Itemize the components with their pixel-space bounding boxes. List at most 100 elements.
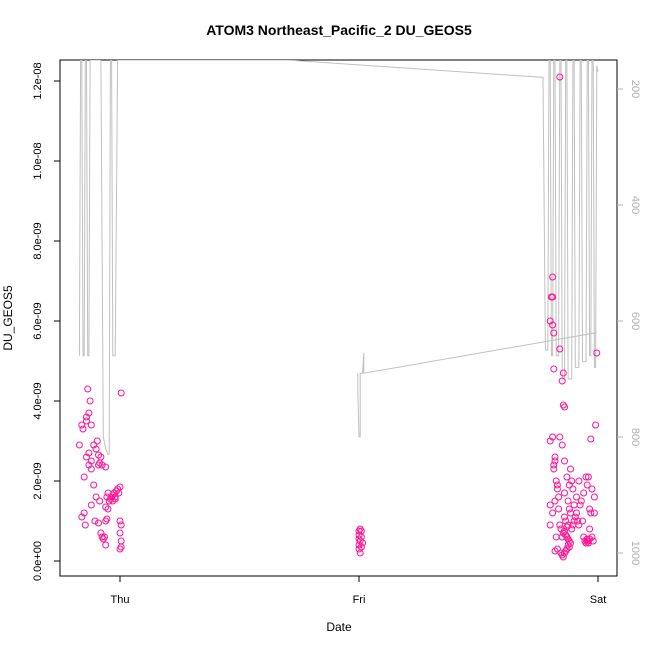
data-point: [551, 547, 559, 555]
data-point: [558, 441, 566, 449]
data-point: [87, 501, 95, 509]
data-point: [579, 517, 586, 525]
profile-line-group: [78, 60, 599, 455]
data-point: [111, 495, 119, 503]
data-point: [104, 505, 112, 513]
y-tick-label: 8.0e-09: [32, 222, 44, 259]
data-point: [556, 433, 564, 441]
data-point: [553, 481, 561, 489]
data-point: [102, 541, 110, 549]
data-point: [83, 417, 90, 425]
data-point: [561, 513, 568, 521]
y2-tick-label: 1000: [629, 541, 641, 565]
data-point: [574, 517, 582, 525]
data-point: [552, 477, 560, 485]
data-point: [87, 465, 95, 473]
data-point: [590, 493, 598, 501]
y-axis-label: DU_GEOS5: [1, 285, 15, 351]
y-tick-label: 1.0e-08: [32, 142, 44, 179]
data-point: [103, 493, 111, 501]
data-point: [359, 539, 367, 547]
data-point: [355, 531, 363, 539]
data-point: [575, 521, 583, 529]
data-point: [97, 453, 105, 461]
data-point: [555, 505, 563, 513]
data-point: [551, 497, 559, 505]
data-point: [549, 293, 557, 301]
y-tick-label: 2.0e-09: [32, 462, 44, 499]
data-point: [84, 385, 92, 393]
data-point: [550, 329, 558, 337]
data-point: [85, 409, 93, 417]
data-point: [117, 521, 125, 529]
data-point: [546, 521, 554, 529]
y2-tick-label: 200: [629, 80, 641, 98]
data-point: [586, 505, 594, 513]
data-point: [593, 349, 601, 357]
data-point: [565, 505, 573, 513]
data-point: [570, 517, 578, 525]
data-point: [102, 463, 110, 471]
data-point: [95, 461, 102, 469]
data-point: [551, 457, 559, 465]
data-point: [93, 437, 101, 445]
data-point: [91, 517, 99, 525]
data-point: [556, 521, 564, 529]
y-tick-label: 6.0e-09: [32, 302, 44, 339]
data-point: [557, 525, 565, 533]
x-tick-label: Thu: [111, 594, 130, 606]
data-point: [556, 73, 564, 81]
data-point: [85, 449, 93, 457]
data-point: [558, 533, 566, 541]
data-point: [588, 485, 596, 493]
data-point: [549, 321, 557, 329]
y-axis: 0.0e+00 2.0e-09 4.0e-09 6.0e-09 8.0e-09 1.0e-…: [32, 62, 60, 581]
data-point: [590, 509, 598, 517]
data-point: [550, 465, 558, 473]
data-point: [562, 517, 570, 525]
data-point: [92, 445, 100, 453]
data-point: [559, 369, 567, 377]
data-point: [75, 441, 83, 449]
data-point: [583, 481, 591, 489]
data-point: [80, 509, 88, 517]
x-axis: Thu Fri Sat: [111, 576, 606, 606]
data-point: [580, 489, 588, 497]
y-tick-label: 1.2e-08: [32, 62, 44, 99]
data-point: [567, 465, 574, 473]
data-point: [573, 493, 580, 501]
data-point: [570, 501, 578, 509]
data-point: [561, 457, 568, 465]
data-point: [101, 533, 108, 541]
data-point: [575, 477, 583, 485]
data-point: [577, 497, 585, 505]
profile-line: [78, 60, 599, 455]
data-point: [561, 403, 568, 411]
data-point: [78, 421, 86, 429]
data-point: [356, 549, 364, 557]
data-point: [550, 365, 558, 373]
data-point: [592, 421, 600, 429]
data-point: [567, 539, 574, 547]
data-point: [117, 543, 125, 551]
x-axis-label: Date: [326, 620, 352, 634]
data-point: [550, 461, 558, 469]
data-point: [81, 521, 89, 529]
right-axis: 200 400 600 800 1000: [617, 80, 641, 565]
data-point: [564, 497, 572, 505]
data-point: [546, 437, 554, 445]
data-point: [587, 435, 595, 443]
data-point: [565, 543, 573, 551]
profile-line-fri-start: [357, 373, 360, 438]
data-point: [559, 553, 567, 561]
data-point: [586, 535, 594, 543]
data-point: [556, 345, 564, 353]
x-tick-label: Fri: [353, 594, 366, 606]
y-tick-label: 0.0e+00: [32, 541, 44, 581]
data-point: [95, 519, 102, 527]
data-point: [582, 473, 590, 481]
data-point: [563, 473, 571, 481]
data-point: [565, 481, 573, 489]
